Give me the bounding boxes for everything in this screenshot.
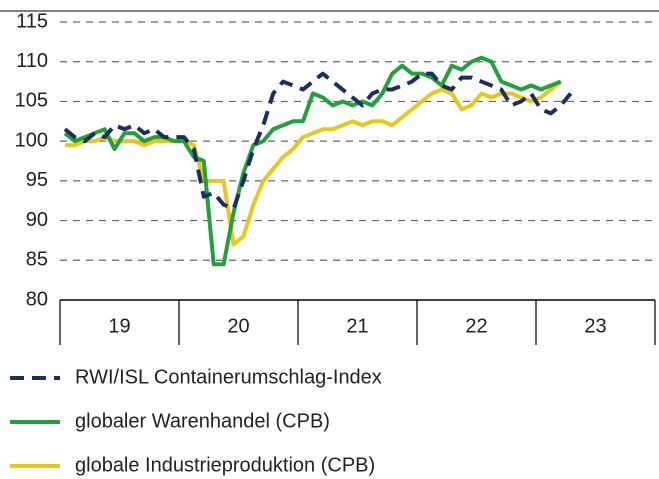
x-tick-label: 21 [346,315,368,337]
y-tick-label: 85 [26,249,48,271]
legend-label: globale Industrieproduktion (CPB) [75,454,375,476]
x-tick-label: 23 [584,315,606,337]
y-tick-label: 115 [16,10,48,32]
series-line [63,55,562,267]
y-tick-label: 105 [15,90,48,112]
y-tick-label: 95 [26,169,48,191]
y-tick-label: 90 [26,209,48,231]
y-tick-label: 110 [16,50,48,72]
x-tick-label: 22 [465,315,487,337]
x-tick-label: 20 [227,315,249,337]
legend-label: globaler Warenhandel (CPB) [75,410,330,432]
legend-label: RWI/ISL Containerumschlag-Index [75,366,382,388]
y-tick-label: 100 [15,129,48,151]
series-line [63,71,573,211]
x-tick-label: 19 [108,315,130,337]
y-tick-label: 80 [26,288,48,310]
series-line [64,80,563,247]
